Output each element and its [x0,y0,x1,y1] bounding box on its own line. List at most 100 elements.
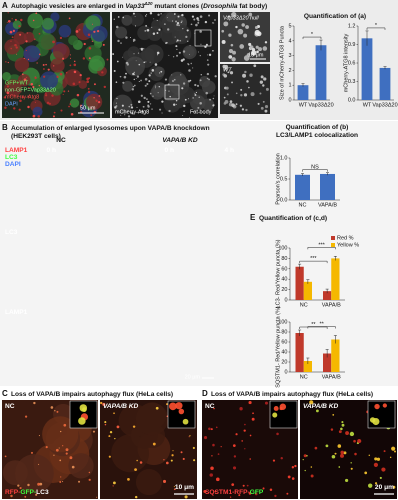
cell-blob [258,47,262,52]
cell-blob [191,15,195,18]
cell-blob [145,15,147,17]
cell-blob [223,74,228,78]
x-tick-label: VAPA/B [322,302,341,308]
cell-blob [391,446,396,451]
cell-blob [286,492,289,495]
marker-part: GFP- [20,489,36,496]
cell-blob [82,57,86,60]
cell-blob [26,32,28,34]
cell-blob [310,474,314,478]
cell-blob [264,401,268,405]
panel-title: Loss of VAPA/B impairs autophagy flux (H… [211,391,373,398]
cell-blob [184,98,187,101]
cell-blob [340,450,345,455]
cell-blob [255,45,259,49]
cell-blob [56,410,59,413]
cell-blob [225,86,229,90]
cell-blob [146,98,148,100]
cell-blob [89,55,105,72]
panel-subtitle: (HEK293T cells) [11,133,61,140]
cell-blob [47,68,50,71]
y-tick-label: 0.0 [348,97,356,103]
cell-blob [23,78,27,82]
bar [315,45,327,100]
cell-blob [154,66,165,78]
cell-blob [206,77,209,80]
legend-label: DAPI [5,101,18,107]
cell-blob [171,80,174,83]
cell-blob [197,19,200,22]
cell-blob [182,45,197,60]
cell-blob [231,81,233,84]
cell-blob [231,103,235,108]
cell-blob [159,108,162,111]
scale-label: 20 μm [375,484,394,491]
cell-blob [88,77,91,80]
cell-blob [254,29,260,36]
y-tick-label: 60 [281,339,287,345]
cell-blob [4,455,7,458]
cell-blob [221,40,226,44]
cell-blob [18,24,21,28]
cell-blob [338,430,342,434]
cell-blob [28,86,30,89]
cell-blob [133,71,136,74]
scale-label: 10 μm [175,484,194,491]
cell-blob [176,39,179,42]
cell-blob [160,70,163,73]
cell-blob [274,494,277,498]
cell-blob [136,106,138,109]
cell-blob [173,488,176,491]
cell-blob [132,425,136,428]
cell-blob [161,112,163,114]
cell-blob [19,99,22,103]
cell-blob [248,492,252,495]
sig-bracket [302,36,322,40]
cell-blob [254,492,258,496]
cell-blob [149,61,151,63]
cell-blob [208,53,212,57]
cell-blob [243,55,250,61]
cell-blob [192,67,194,69]
cell-blob [69,98,80,108]
y-tick-label: 0.3 [348,79,356,85]
cell-blob [194,93,197,96]
title-part: mutant clones ( [153,3,204,10]
cell-blob [45,92,47,94]
cell-blob [197,106,200,109]
cell-blob [188,64,190,66]
panel-title: Autophagic vesicles are enlarged in Vap3… [11,1,267,10]
cell-blob [200,43,202,45]
bar [295,333,304,372]
cell-blob [156,51,160,55]
cell-blob [341,423,345,427]
cell-blob [175,99,178,102]
bar [323,291,332,300]
cell-blob [332,413,335,416]
cell-blob [207,54,209,56]
cell-blob [112,481,116,485]
cell-blob [157,13,160,16]
cell-blob [231,12,237,18]
cell-blob [156,20,158,22]
bar [295,174,310,200]
cell-blob [104,421,107,424]
cell-blob [88,478,91,481]
cell-blob [276,432,279,436]
cell-blob [211,455,213,457]
cell-blob [14,18,17,21]
cell-blob [60,476,62,478]
cell-blob [127,477,130,481]
cell-blob [174,36,176,38]
cell-blob [13,107,16,110]
cell-blob [38,435,40,437]
legend-label: Red % [337,235,354,241]
cell-blob [69,64,72,67]
cell-blob [160,12,162,15]
cell-blob [246,80,249,83]
cell-blob [132,38,136,42]
cell-blob [259,92,262,95]
cell-blob [102,43,105,46]
cell-blob [23,45,41,63]
